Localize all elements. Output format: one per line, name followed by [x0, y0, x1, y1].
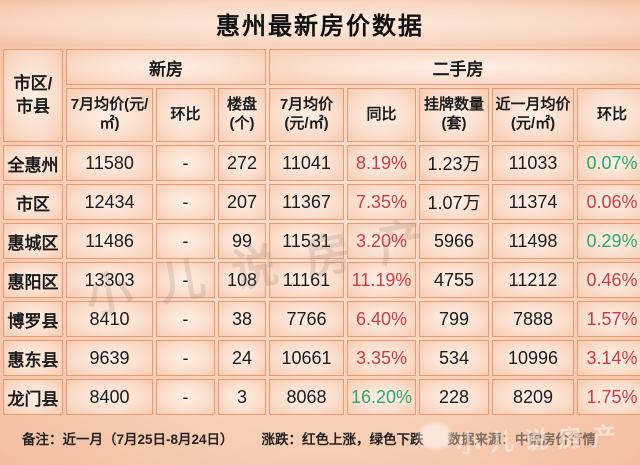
- data-cell: 11367: [269, 184, 344, 220]
- data-cell: 11580: [66, 145, 153, 181]
- table-row: 惠东县 9639-24 10661 3.35% 534 10996 3.14%: [3, 340, 640, 376]
- data-cell: -: [156, 301, 215, 337]
- housing-price-table: 市区/市县 新房 二手房 7月均价(元/㎡) 环比 楼盘(个) 7月均价(元/㎡…: [0, 46, 640, 418]
- data-cell: 5966: [419, 223, 489, 259]
- data-cell: 207: [218, 184, 266, 220]
- page-title: 惠州最新房价数据: [0, 0, 640, 46]
- table-row: 惠阳区 13303-108 11161 11.19% 4755 11212 0.46%: [3, 262, 640, 298]
- corner-header: 市区/市县: [3, 49, 63, 142]
- table-row: 博罗县 8410-38 7766 6.40% 799 7888 1.57%: [3, 301, 640, 337]
- data-cell: -: [156, 262, 215, 298]
- region-label: 惠东县: [3, 340, 63, 376]
- region-label: 龙门县: [3, 379, 63, 415]
- footer-note: 备注：近一月（7月25日-8月24日）: [22, 432, 234, 447]
- data-cell: 272: [218, 145, 266, 181]
- data-cell: 7766: [269, 301, 344, 337]
- region-label: 全惠州: [3, 145, 63, 181]
- data-cell: 3.35%: [347, 340, 416, 376]
- col-header-projects: 楼盘(个): [218, 88, 266, 142]
- data-cell: 6.40%: [347, 301, 416, 337]
- group-header-secondhand-housing: 二手房: [269, 49, 640, 85]
- data-cell: 8068: [269, 379, 344, 415]
- data-cell: 3.14%: [577, 340, 640, 376]
- data-cell: 11374: [492, 184, 574, 220]
- data-cell: 108: [218, 262, 266, 298]
- data-cell: 1.57%: [577, 301, 640, 337]
- data-cell: 8209: [492, 379, 574, 415]
- col-header-new-avg-price: 7月均价(元/㎡): [66, 88, 153, 142]
- data-cell: 3.20%: [347, 223, 416, 259]
- region-label: 惠阳区: [3, 262, 63, 298]
- col-header-new-mom: 环比: [156, 88, 215, 142]
- data-cell: 0.46%: [577, 262, 640, 298]
- data-cell: 11033: [492, 145, 574, 181]
- data-cell: 0.29%: [577, 223, 640, 259]
- col-header-month-avg-price: 近一月均价(元/㎡): [492, 88, 574, 142]
- data-cell: 16.20%: [347, 379, 416, 415]
- data-cell: 1.75%: [577, 379, 640, 415]
- data-cell: 38: [218, 301, 266, 337]
- data-cell: 1.07万: [419, 184, 489, 220]
- data-cell: 8400: [66, 379, 153, 415]
- group-header-new-housing: 新房: [66, 49, 266, 85]
- data-cell: 12434: [66, 184, 153, 220]
- region-label: 市区: [3, 184, 63, 220]
- data-cell: 10996: [492, 340, 574, 376]
- data-cell: 4755: [419, 262, 489, 298]
- data-cell: 8410: [66, 301, 153, 337]
- data-cell: 9639: [66, 340, 153, 376]
- data-cell: -: [156, 379, 215, 415]
- data-cell: 3: [218, 379, 266, 415]
- data-cell: 11531: [269, 223, 344, 259]
- data-cell: -: [156, 184, 215, 220]
- data-cell: 7.35%: [347, 184, 416, 220]
- footer-notes: 备注：近一月（7月25日-8月24日） 涨跌：红色上涨，绿色下跌 数据来源：中国…: [0, 418, 640, 464]
- data-cell: 13303: [66, 262, 153, 298]
- footer-data-source: 数据来源：中国房价行情: [447, 432, 597, 447]
- data-cell: 11498: [492, 223, 574, 259]
- col-header-used-mom: 环比: [577, 88, 640, 142]
- col-header-listings: 挂牌数量(套): [419, 88, 489, 142]
- data-cell: 799: [419, 301, 489, 337]
- data-cell: 534: [419, 340, 489, 376]
- table-row: 市区 12434-207 11367 7.35% 1.07万 11374 0.06%: [3, 184, 640, 220]
- data-cell: 11212: [492, 262, 574, 298]
- table-row: 龙门县 8400-3 8068 16.20% 228 8209 1.75%: [3, 379, 640, 415]
- table-subheader-row: 7月均价(元/㎡) 环比 楼盘(个) 7月均价(元/㎡) 同比 挂牌数量(套) …: [3, 88, 640, 142]
- data-cell: -: [156, 340, 215, 376]
- data-cell: -: [156, 223, 215, 259]
- data-cell: 99: [218, 223, 266, 259]
- data-cell: 0.07%: [577, 145, 640, 181]
- data-cell: 0.06%: [577, 184, 640, 220]
- table-body: 全惠州 11580-272 11041 8.19% 1.23万 11033 0.07% 市区 1…: [3, 145, 640, 415]
- footer-legend: 涨跌：红色上涨，绿色下跌: [261, 432, 424, 447]
- col-header-yoy: 同比: [347, 88, 416, 142]
- data-cell: 11486: [66, 223, 153, 259]
- data-cell: -: [156, 145, 215, 181]
- data-cell: 11161: [269, 262, 344, 298]
- region-label: 惠城区: [3, 223, 63, 259]
- data-cell: 10661: [269, 340, 344, 376]
- table-group-header-row: 市区/市县 新房 二手房: [3, 49, 640, 142]
- data-cell: 11041: [269, 145, 344, 181]
- data-cell: 24: [218, 340, 266, 376]
- data-cell: 7888: [492, 301, 574, 337]
- data-cell: 8.19%: [347, 145, 416, 181]
- data-cell: 11.19%: [347, 262, 416, 298]
- data-cell: 228: [419, 379, 489, 415]
- col-header-used-avg-price: 7月均价(元/㎡): [269, 88, 344, 142]
- table-row: 惠城区 11486-99 11531 3.20% 5966 11498 0.29%: [3, 223, 640, 259]
- data-cell: 1.23万: [419, 145, 489, 181]
- region-label: 博罗县: [3, 301, 63, 337]
- table-row: 全惠州 11580-272 11041 8.19% 1.23万 11033 0.07%: [3, 145, 640, 181]
